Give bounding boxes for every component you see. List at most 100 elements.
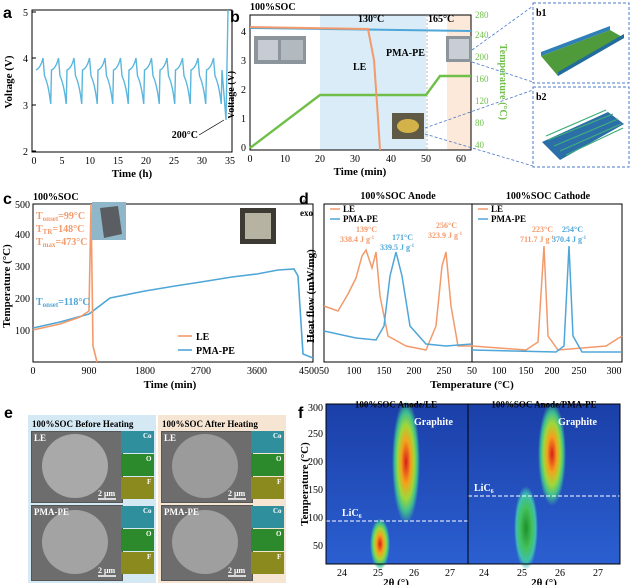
x-tick-label: 300 <box>607 366 622 377</box>
y-tick-label: 100 <box>308 513 323 524</box>
x-axis-label: 2θ (°) <box>383 577 409 585</box>
eds-f: F <box>147 478 151 486</box>
ann-pma171v: 339.5 J g-1 <box>380 243 415 252</box>
ann-pma171: 171°C <box>392 233 413 242</box>
x-tick-label: 60 <box>456 154 466 165</box>
panel-title: 100%SOC <box>33 192 79 203</box>
y2-tick-label: 240 <box>475 30 489 40</box>
x-tick-label: 24 <box>337 568 347 579</box>
x-tick-label: 26 <box>555 568 565 579</box>
y-tick-label: 5 <box>23 8 28 19</box>
panel-b-chart: b 100%SOC 0 1 2 3 4 40 80 120 160 200 24… <box>228 2 630 178</box>
x-tick-label: 15 <box>113 156 123 167</box>
x-tick-label: 25 <box>373 568 383 579</box>
x-tick-label: 10 <box>85 156 95 167</box>
eds-o: O <box>276 455 282 463</box>
y-tick-label: 2 <box>241 85 246 96</box>
y-ticks: 2 3 4 5 <box>23 8 36 158</box>
y2-tick-label: 120 <box>475 96 489 106</box>
title-before: 100%SOC Before Heating <box>32 419 134 429</box>
exo-arrow: ^ <box>302 198 307 208</box>
y-tick-label: 500 <box>15 200 30 211</box>
y-tick-label: 400 <box>15 230 30 241</box>
eds-f: F <box>147 553 151 561</box>
ann-le139: 139°C <box>356 225 377 234</box>
panel-letter: e <box>4 405 13 422</box>
scale-bar: 2 μm <box>228 489 246 498</box>
y-tick-label: 2 <box>23 147 28 158</box>
y-tick-label: 1 <box>241 114 246 125</box>
voltage-cycles <box>35 9 229 121</box>
y-tick-label: 4 <box>23 54 28 65</box>
hold-165-band <box>447 15 471 150</box>
eds-co: Co <box>273 507 282 515</box>
y-tick-label: 300 <box>308 403 323 414</box>
tonset-le-label: Tonset=99°C <box>36 211 85 223</box>
x-tick-label: 0 <box>32 156 37 167</box>
lic6-band-pma <box>514 486 538 570</box>
scale-bar: 2 μm <box>228 566 246 575</box>
sub-panel-b2: b2 <box>536 92 547 103</box>
eds-co: Co <box>143 432 152 440</box>
x-tick-label: 20 <box>315 154 325 165</box>
exo-label: exo <box>300 208 313 218</box>
y2-tick-label: 280 <box>475 10 489 20</box>
y-tick-label: 100 <box>15 326 30 337</box>
title-le: 100%SOC Anode/LE <box>355 400 437 409</box>
temp-annotation: 200°C <box>172 130 198 141</box>
separator-3d-b2 <box>542 112 624 160</box>
panel-letter: d <box>299 191 309 208</box>
x-tick-label: 30 <box>197 156 207 167</box>
x-tick-label: 0 <box>31 366 36 377</box>
legend-pma: PMA-PE <box>196 346 235 357</box>
scale-bar: 2 μm <box>98 566 116 575</box>
sem-label-pma: PMA-PE <box>34 507 69 517</box>
x-tick-label: 20 <box>141 156 151 167</box>
x-tick-label: 0 <box>248 154 253 165</box>
x-tick-label: 35 <box>225 156 235 167</box>
t165-label: 165°C <box>428 14 454 25</box>
y-axis-label: Voltage (V) <box>3 55 15 108</box>
x-tick-label: 27 <box>445 568 455 579</box>
graphite-band-pma <box>538 402 566 506</box>
x-tick-label: 25 <box>169 156 179 167</box>
sem-label-pma: PMA-PE <box>164 507 199 517</box>
y2-tick-label: 200 <box>475 52 489 62</box>
eds-o: O <box>146 530 152 538</box>
temperature-line <box>249 74 471 149</box>
panel-letter: b <box>230 9 240 26</box>
pma-temp-line <box>32 268 314 359</box>
panel-f-chart: f 100%SOC Anode/LE 100%SOC Anode/PMA-PE … <box>298 400 621 585</box>
tonset-pma-label: Tonset=118°C <box>36 297 90 309</box>
x-tick-label: 10 <box>280 154 290 165</box>
y-tick-label: 150 <box>308 485 323 496</box>
y-tick-label: 300 <box>15 262 30 273</box>
panel-letter: a <box>3 5 12 22</box>
x-axis-label: Time (min) <box>334 166 387 178</box>
y-tick-label: 0 <box>241 143 246 154</box>
eds-co: Co <box>143 507 152 515</box>
graphite-band-le <box>392 400 420 524</box>
y-tick-label: 4 <box>241 27 246 38</box>
x-axis-label: Temperature (°C) <box>430 379 514 391</box>
x-tick-label: 25 <box>517 568 527 579</box>
ann-le256v: 323.9 J g-1 <box>428 231 463 240</box>
ann-pma254: 254°C <box>562 225 583 234</box>
le-label: LE <box>353 62 367 73</box>
t130-label: 130°C <box>358 14 384 25</box>
x-tick-label: 250 <box>437 366 452 377</box>
x-tick-label: 4500 <box>299 366 319 377</box>
y2-axis-label: Temperature (°C) <box>497 44 508 120</box>
y2-tick-label: 80 <box>475 118 485 128</box>
panel-title: 100%SOC <box>250 2 296 13</box>
legend-pma: PMA-PE <box>343 214 378 224</box>
legend-pma: PMA-PE <box>491 214 526 224</box>
legend-le: LE <box>196 332 210 343</box>
panel-letter: c <box>3 191 12 208</box>
graphite-label: Graphite <box>558 417 597 428</box>
le-temp-line <box>32 203 98 363</box>
y2-tick-label: 160 <box>475 74 489 84</box>
y-tick-label: 200 <box>15 294 30 305</box>
eds-co: Co <box>273 432 282 440</box>
le-cathode-curve <box>471 245 623 351</box>
